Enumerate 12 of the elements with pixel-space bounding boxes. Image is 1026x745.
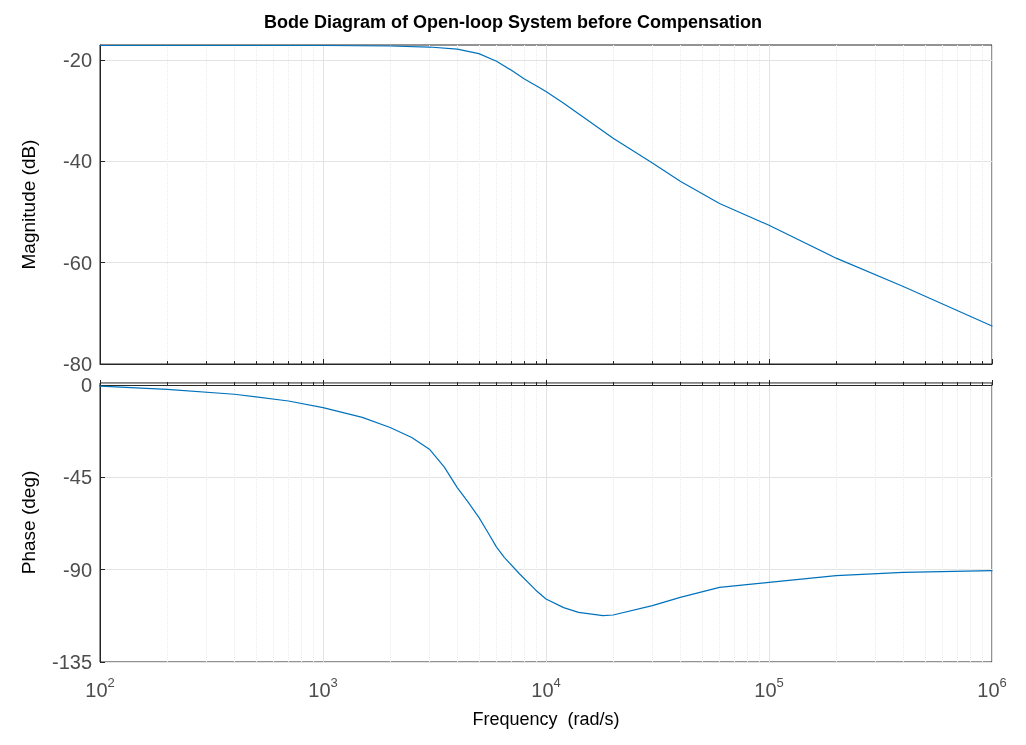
- chart-title: Bode Diagram of Open-loop System before Compensation: [263, 12, 763, 32]
- y-tick-label: -45: [63, 466, 92, 489]
- y-tick-label: -80: [63, 353, 92, 375]
- y-tick-label: -20: [63, 49, 92, 72]
- x-axis-title: Frequency (rad/s): [472, 709, 620, 729]
- y-tick-label: -135: [51, 651, 92, 673]
- y-tick-label: 0: [80, 374, 92, 396]
- y-axis-title: Magnitude (dB): [18, 139, 39, 270]
- y-tick-label: -90: [63, 558, 92, 581]
- y-axis-title: Phase (deg): [18, 470, 39, 575]
- y-tick-label: -60: [63, 251, 92, 274]
- y-tick-label: -40: [63, 150, 92, 173]
